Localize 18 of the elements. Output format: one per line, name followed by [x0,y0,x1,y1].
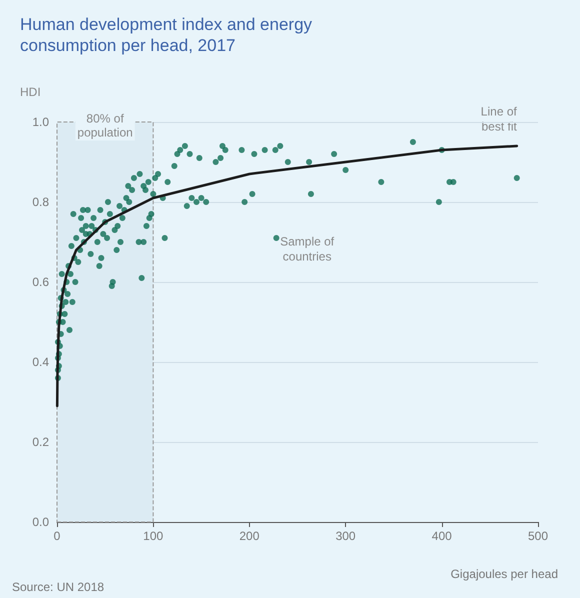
y-tick-label: 0.2 [32,435,50,449]
x-tick-label: 100 [143,529,164,543]
source-note: Source: UN 2018 [12,580,104,594]
x-tick-label: 300 [336,529,356,543]
y-axis-title: HDI [20,85,41,99]
y-tick-label: 0.4 [32,355,50,369]
y-tick-label: 0.0 [32,515,50,529]
y-tick-label: 1.0 [32,115,50,129]
x-tick-label: 400 [432,529,452,543]
band-label: 80% of population [77,112,133,140]
chart-title: Human development index and energy consumption per head, 2017 [20,15,317,55]
x-tick-label: 500 [528,529,548,543]
series-label: Sample of countries [280,234,335,264]
x-axis-title: Gigajoules per head [450,567,558,581]
x-tick-label: 200 [239,529,260,543]
x-tick-label: 0 [54,529,61,543]
y-tick-label: 0.8 [32,195,50,209]
y-tick-label: 0.6 [32,275,50,289]
